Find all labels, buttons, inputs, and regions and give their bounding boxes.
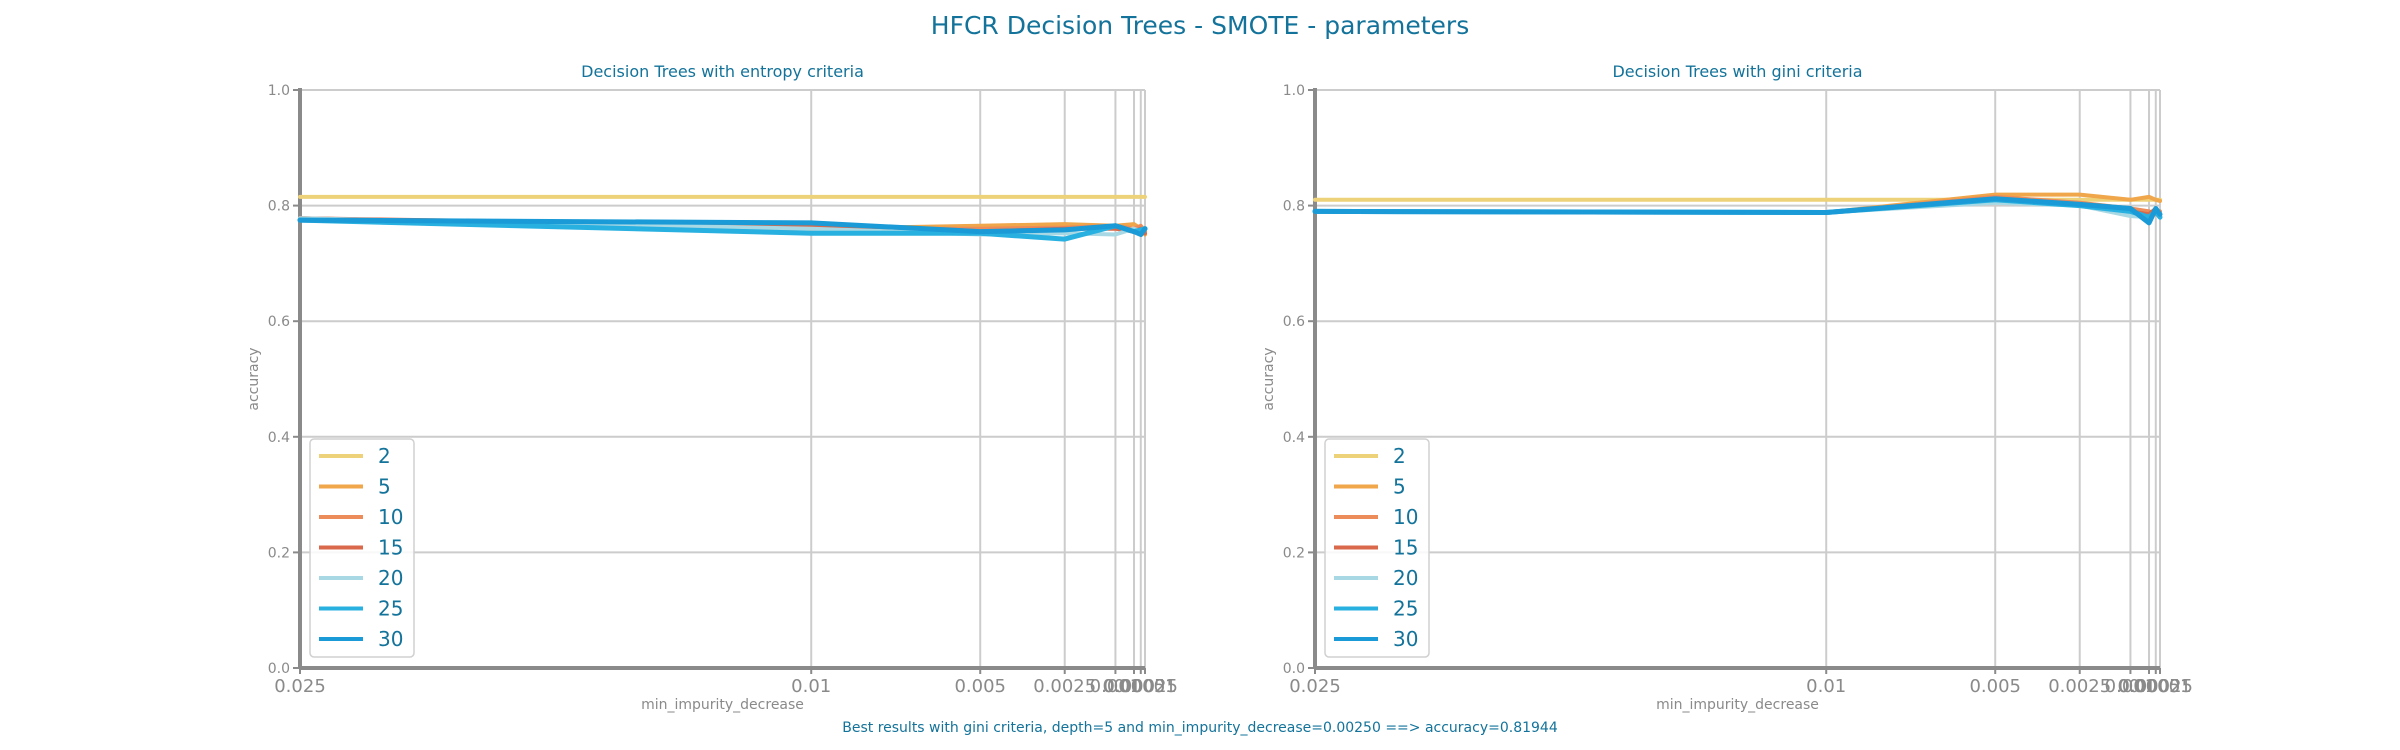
chart-1-legend-label-10: 10 — [1393, 505, 1418, 529]
chart-1-xtick-label: 0.001 — [2105, 676, 2157, 697]
chart-1-legend-label-15: 15 — [1393, 536, 1418, 560]
chart-0-ytick-label: 0.8 — [268, 199, 290, 215]
chart-0-legend-label-30: 30 — [378, 627, 403, 651]
chart-0-xtick-label: 0.0005 — [1103, 676, 1166, 697]
chart-0-legend-label-25: 25 — [378, 597, 403, 621]
chart-0-ytick-label: 0.6 — [268, 314, 290, 330]
chart-1-xtick-label: 0.00025 — [2119, 676, 2193, 697]
chart-0-series-30 — [297, 217, 1148, 237]
chart-1-ytick-label: 0.0 — [1283, 661, 1305, 677]
chart-0-xtick-label: 0.00025 — [1104, 676, 1178, 697]
chart-0-ylabel: accuracy — [246, 347, 262, 410]
chart-0-xtick-label: 0.025 — [274, 676, 326, 697]
chart-1-xtick-label: 0.0005 — [2118, 676, 2181, 697]
chart-0-ytick-label: 1.0 — [268, 83, 290, 99]
chart-1-ytick-label: 0.6 — [1283, 314, 1305, 330]
chart-0-xtick-label: 0.001 — [1090, 676, 1142, 697]
chart-0-xtick-label: 0.0001 — [1114, 676, 1177, 697]
chart-0-legend-label-10: 10 — [378, 505, 403, 529]
chart-0-ytick-label: 0.0 — [268, 661, 290, 677]
chart-0-legend-label-2: 2 — [378, 444, 391, 468]
chart-0-legend-label-15: 15 — [378, 536, 403, 560]
chart-0-ytick-label: 0.2 — [268, 545, 290, 561]
chart-1-ytick-label: 1.0 — [1283, 83, 1305, 99]
chart-1-ytick-label: 0.8 — [1283, 199, 1305, 215]
chart-1-title: Decision Trees with gini criteria — [1612, 62, 1862, 81]
chart-1-xtick-label: 0.025 — [1289, 676, 1341, 697]
chart-1-xlabel: min_impurity_decrease — [1656, 697, 1819, 713]
chart-1-xtick-label: 0.005 — [1969, 676, 2021, 697]
best-results-text: Best results with gini criteria, depth=5… — [842, 720, 1558, 736]
chart-1-ytick-label: 0.2 — [1283, 545, 1305, 561]
chart-0-legend-label-20: 20 — [378, 566, 403, 590]
chart-1-legend-label-20: 20 — [1393, 566, 1418, 590]
chart-0-ytick-label: 0.4 — [268, 430, 290, 446]
chart-0-xtick-label: 0.005 — [954, 676, 1006, 697]
gini-chart: Decision Trees with gini criteria 0.0 0.2 0… — [1261, 62, 2193, 713]
chart-0-xlabel: min_impurity_decrease — [641, 697, 804, 713]
chart-0-xtick-label: 0.0025 — [1033, 676, 1096, 697]
chart-1-ylabel: accuracy — [1261, 347, 1277, 410]
chart-1-xtick-label: 0.01 — [1806, 676, 1846, 697]
figure-title: HFCR Decision Trees - SMOTE - parameters — [931, 11, 1469, 40]
chart-1-xtick-label: 0.0001 — [2129, 676, 2192, 697]
chart-1-ytick-label: 0.4 — [1283, 430, 1305, 446]
chart-0-legend-label-5: 5 — [378, 475, 391, 499]
chart-1-series-30 — [1312, 196, 2163, 226]
chart-0-xtick-label: 0.01 — [791, 676, 831, 697]
chart-0-series-25 — [297, 217, 1148, 242]
chart-1-legend-label-30: 30 — [1393, 627, 1418, 651]
chart-1-legend-label-25: 25 — [1393, 597, 1418, 621]
chart-1-legend-label-5: 5 — [1393, 475, 1406, 499]
chart-0-title: Decision Trees with entropy criteria — [581, 62, 864, 81]
chart-1-legend-label-2: 2 — [1393, 444, 1406, 468]
entropy-chart: Decision Trees with entropy criteria0.00… — [246, 62, 1178, 713]
chart-1-xtick-label: 0.0025 — [2048, 676, 2111, 697]
